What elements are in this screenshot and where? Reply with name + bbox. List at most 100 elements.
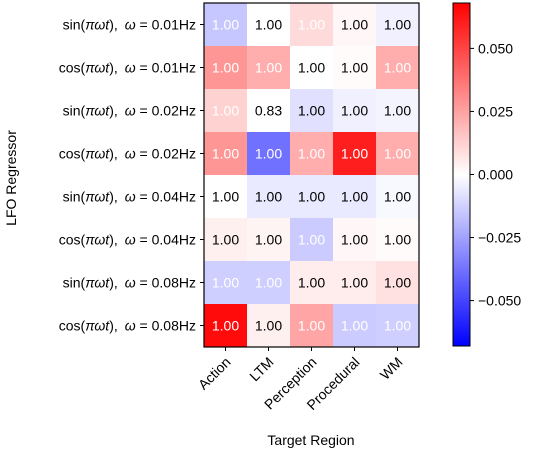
heatmap-cell — [376, 304, 419, 347]
cell-annotation: 1.00 — [298, 103, 325, 119]
cell-annotation: 1.00 — [212, 232, 239, 248]
cell-annotation: 1.00 — [212, 103, 239, 119]
cell-annotation: 1.00 — [384, 318, 411, 334]
heatmap-cell — [376, 261, 419, 304]
row-labels: sin(πωt), ω = 0.01Hz cos(πωt), ω = 0.01Hz… — [59, 17, 204, 334]
heatmap-cell — [376, 46, 419, 89]
cell-annotation: 1.00 — [341, 103, 368, 119]
cell-annotation: 1.00 — [384, 146, 411, 162]
heatmap-cell — [290, 3, 333, 46]
cell-annotation: 1.00 — [255, 146, 282, 162]
heatmap-cell — [290, 89, 333, 132]
heatmap-cell — [376, 89, 419, 132]
cell-annotation: 1.00 — [212, 146, 239, 162]
heatmap-cell — [247, 304, 290, 347]
cell-annotation: 1.00 — [212, 60, 239, 76]
cell-annotation: 1.00 — [212, 17, 239, 33]
cell-annotation: 1.00 — [255, 189, 282, 205]
heatmap-cell — [204, 46, 247, 89]
cell-annotation: 1.00 — [341, 17, 368, 33]
row-label: sin(πωt), ω = 0.01Hz — [63, 17, 196, 33]
heatmap-cell — [376, 175, 419, 218]
cell-annotation: 1.00 — [298, 318, 325, 334]
row-label: sin(πωt), ω = 0.04Hz — [63, 189, 196, 205]
heatmap-cell — [247, 175, 290, 218]
heatmap-cell — [247, 218, 290, 261]
heatmap-cell — [333, 261, 376, 304]
heatmap-cell — [290, 304, 333, 347]
row-label: sin(πωt), ω = 0.08Hz — [63, 275, 196, 291]
heatmap-cell — [290, 175, 333, 218]
cell-annotation: 1.00 — [384, 189, 411, 205]
colorbar-gradient — [452, 2, 471, 347]
cell-annotation: 1.00 — [212, 318, 239, 334]
column-label: WM — [377, 354, 406, 383]
heatmap-cells: 1.00 1.00 1.00 1.00 1.00 1.00 1.00 1.00 1.00 1.00… — [203, 2, 420, 348]
cell-annotation: 1.00 — [298, 232, 325, 248]
heatmap-cell — [247, 89, 290, 132]
heatmap-cell — [247, 261, 290, 304]
colorbar-tick-label: 0.000 — [478, 167, 513, 183]
heatmap-cell — [376, 218, 419, 261]
heatmap-cell — [290, 218, 333, 261]
heatmap-cell — [247, 3, 290, 46]
heatmap-cell — [333, 3, 376, 46]
column-label: LTM — [246, 354, 276, 384]
heatmap-cell — [333, 132, 376, 175]
cell-annotation: 1.00 — [255, 17, 282, 33]
cell-annotation: 1.00 — [255, 318, 282, 334]
cell-annotation: 1.00 — [384, 103, 411, 119]
row-label: cos(πωt), ω = 0.04Hz — [59, 232, 196, 248]
cell-annotation: 1.00 — [384, 60, 411, 76]
cell-annotation: 1.00 — [298, 146, 325, 162]
heatmap-cell — [333, 218, 376, 261]
cell-annotation: 1.00 — [212, 275, 239, 291]
colorbar-tick-label: −0.050 — [478, 293, 521, 309]
heatmap-cell — [204, 132, 247, 175]
cell-annotation: 1.00 — [255, 275, 282, 291]
heatmap-cell — [204, 304, 247, 347]
colorbar-tick-label: 0.050 — [478, 40, 513, 56]
heatmap-cell — [333, 175, 376, 218]
cell-annotation: 1.00 — [341, 232, 368, 248]
cell-annotation: 1.00 — [255, 60, 282, 76]
cell-annotation: 1.00 — [341, 189, 368, 205]
cell-annotation: 1.00 — [298, 17, 325, 33]
heatmap-cell — [333, 89, 376, 132]
cell-annotation: 1.00 — [212, 189, 239, 205]
cell-annotation: 1.00 — [298, 189, 325, 205]
heatmap-cell — [204, 261, 247, 304]
heatmap-cell — [290, 46, 333, 89]
cell-annotation: 1.00 — [341, 60, 368, 76]
row-label: sin(πωt), ω = 0.02Hz — [63, 103, 196, 119]
cell-annotation: 1.00 — [384, 275, 411, 291]
heatmap-cell — [204, 218, 247, 261]
cell-annotation: 1.00 — [298, 275, 325, 291]
row-label: cos(πωt), ω = 0.01Hz — [59, 60, 196, 76]
cell-annotation: 1.00 — [341, 318, 368, 334]
cell-annotation: 1.00 — [384, 17, 411, 33]
row-label: cos(πωt), ω = 0.02Hz — [59, 146, 196, 162]
heatmap-cell — [333, 46, 376, 89]
cell-annotation: 1.00 — [341, 146, 368, 162]
cell-annotation: 1.00 — [384, 232, 411, 248]
heatmap-cell — [204, 175, 247, 218]
x-axis-title: Target Region — [267, 432, 354, 448]
heatmap-cell — [376, 132, 419, 175]
heatmap-cell — [247, 46, 290, 89]
colorbar: 0.050 0.025 0.000 −0.025 −0.050 — [452, 2, 521, 347]
row-label: cos(πωt), ω = 0.08Hz — [59, 318, 196, 334]
column-label: Action — [195, 354, 234, 393]
heatmap-cell — [376, 3, 419, 46]
heatmap-cell — [247, 132, 290, 175]
colorbar-tick-label: 0.025 — [478, 103, 513, 119]
heatmap-cell — [290, 261, 333, 304]
colorbar-tick-label: −0.025 — [478, 230, 521, 246]
cell-annotation: 0.83 — [255, 103, 282, 119]
heatmap-cell — [290, 132, 333, 175]
heatmap-cell — [333, 304, 376, 347]
y-axis-title: LFO Regressor — [3, 130, 19, 226]
cell-annotation: 1.00 — [341, 275, 368, 291]
